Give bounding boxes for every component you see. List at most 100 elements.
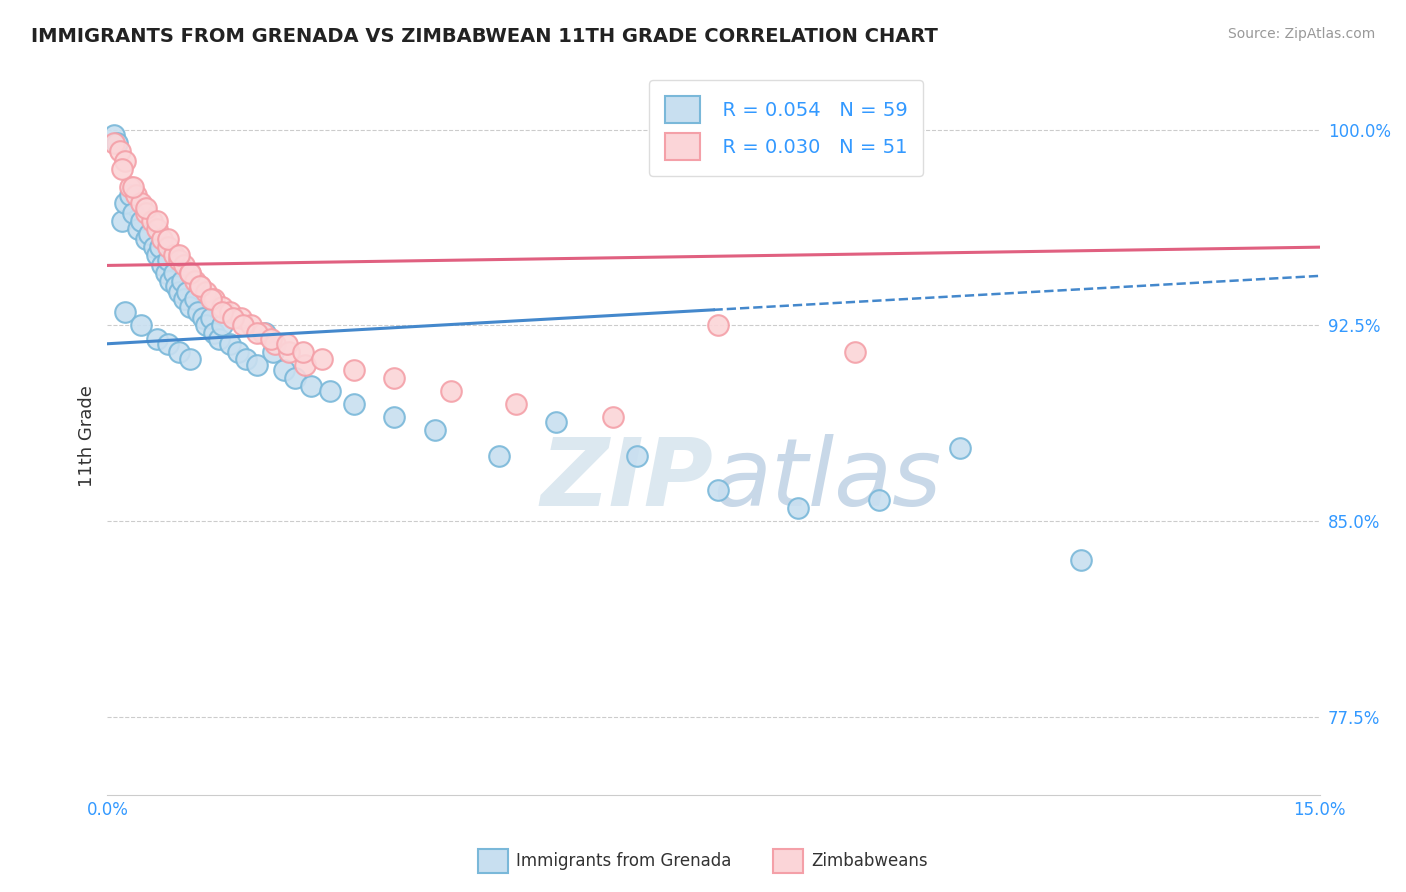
Point xyxy=(259,332,281,346)
Point xyxy=(291,344,314,359)
Point xyxy=(294,358,316,372)
Point xyxy=(211,300,233,314)
Point xyxy=(229,310,252,325)
Point xyxy=(114,195,136,210)
Point xyxy=(188,279,211,293)
Text: IMMIGRANTS FROM GRENADA VS ZIMBABWEAN 11TH GRADE CORRELATION CHART: IMMIGRANTS FROM GRENADA VS ZIMBABWEAN 11… xyxy=(31,27,938,45)
Point xyxy=(423,423,446,437)
Y-axis label: 11th Grade: 11th Grade xyxy=(79,385,96,487)
Point xyxy=(200,293,222,307)
Point xyxy=(262,344,284,359)
Point xyxy=(138,227,160,241)
Point xyxy=(146,214,169,228)
Point xyxy=(253,326,276,341)
Point xyxy=(124,188,146,202)
Point xyxy=(284,370,307,384)
Point xyxy=(176,285,198,299)
Point xyxy=(150,259,173,273)
Point xyxy=(118,188,141,202)
Point xyxy=(868,493,890,508)
Point xyxy=(318,384,340,398)
Point xyxy=(343,397,366,411)
Point xyxy=(135,232,157,246)
Point xyxy=(122,206,145,220)
Text: Source: ZipAtlas.com: Source: ZipAtlas.com xyxy=(1227,27,1375,41)
Point xyxy=(127,222,149,236)
Point xyxy=(202,293,225,307)
Point xyxy=(114,153,136,168)
Point xyxy=(118,180,141,194)
Point xyxy=(252,326,274,341)
Point xyxy=(264,336,287,351)
Point xyxy=(183,274,205,288)
Point xyxy=(202,326,225,341)
Point xyxy=(167,344,190,359)
Point xyxy=(276,336,298,351)
Point xyxy=(179,352,201,367)
Point xyxy=(143,240,166,254)
Point xyxy=(440,384,463,398)
Point xyxy=(221,310,243,325)
Point xyxy=(173,259,195,273)
Point xyxy=(156,336,179,351)
Point xyxy=(382,370,405,384)
Point xyxy=(122,180,145,194)
Point xyxy=(159,274,181,288)
Point xyxy=(150,232,173,246)
Point xyxy=(246,358,269,372)
Point xyxy=(131,195,153,210)
Point xyxy=(949,441,972,455)
Legend: Immigrants from Grenada, Zimbabweans: Immigrants from Grenada, Zimbabweans xyxy=(471,842,935,880)
Point xyxy=(179,266,201,280)
Point xyxy=(165,279,187,293)
Point xyxy=(146,222,169,236)
Point xyxy=(219,305,242,319)
Point xyxy=(240,318,263,333)
Point xyxy=(505,397,527,411)
Point xyxy=(146,332,169,346)
Point xyxy=(211,318,233,333)
Point xyxy=(155,266,177,280)
Point xyxy=(179,300,201,314)
Point xyxy=(844,344,866,359)
Point xyxy=(187,305,209,319)
Point xyxy=(111,161,134,176)
Point xyxy=(226,344,249,359)
Point xyxy=(278,344,301,359)
Point xyxy=(195,285,218,299)
Point xyxy=(103,128,125,142)
Point xyxy=(173,293,195,307)
Point xyxy=(131,318,153,333)
Point xyxy=(382,409,405,424)
Point xyxy=(167,253,190,268)
Point xyxy=(156,240,179,254)
Point xyxy=(602,409,624,424)
Point xyxy=(544,415,567,429)
Point xyxy=(179,266,201,280)
Point xyxy=(219,336,242,351)
Point xyxy=(114,305,136,319)
Point xyxy=(311,352,333,367)
Point xyxy=(135,206,157,220)
Point xyxy=(1070,553,1092,567)
Point xyxy=(488,449,510,463)
Point xyxy=(706,483,728,497)
Point xyxy=(156,232,179,246)
Point xyxy=(149,240,172,254)
Point xyxy=(208,332,231,346)
Point xyxy=(163,248,186,262)
Point xyxy=(787,501,810,516)
Point xyxy=(200,310,222,325)
Point xyxy=(167,248,190,262)
Point xyxy=(232,318,254,333)
Point xyxy=(188,279,211,293)
Point xyxy=(211,305,233,319)
Point xyxy=(135,201,157,215)
Point xyxy=(235,352,257,367)
Point xyxy=(626,449,648,463)
Point xyxy=(183,293,205,307)
Point xyxy=(103,136,125,150)
Point xyxy=(191,310,214,325)
Point xyxy=(105,136,128,150)
Point xyxy=(146,248,169,262)
